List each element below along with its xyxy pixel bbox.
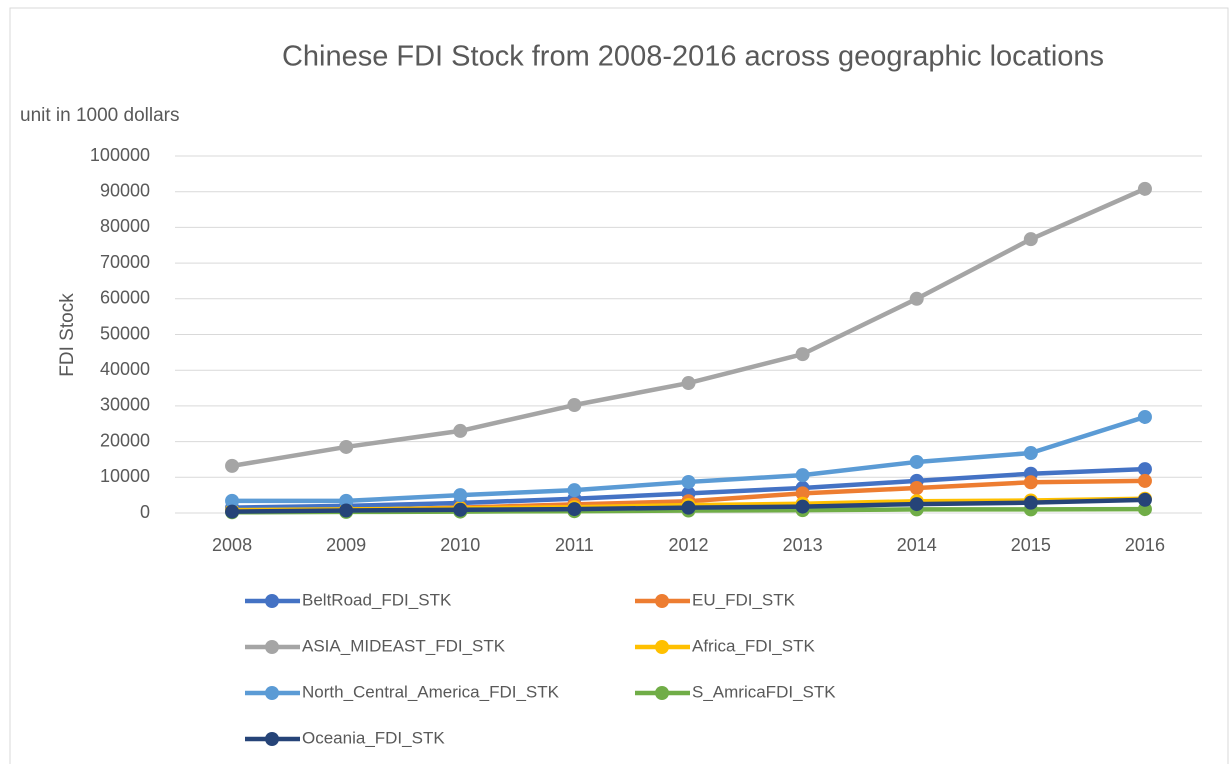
x-tick-label: 2012	[668, 535, 708, 555]
legend-label: Oceania_FDI_STK	[302, 728, 445, 747]
data-point	[1023, 232, 1038, 247]
y-tick-label: 100000	[90, 145, 150, 165]
chart-title: Chinese FDI Stock from 2008-2016 across …	[282, 41, 1104, 73]
data-point	[795, 347, 810, 362]
x-tick-label: 2010	[440, 535, 480, 555]
y-axis-label: FDI Stock	[57, 293, 78, 377]
data-point	[339, 493, 354, 508]
legend-marker	[265, 686, 279, 700]
x-tick-label: 2008	[212, 535, 252, 555]
x-tick-label: 2016	[1125, 535, 1165, 555]
legend-label: S_AmricaFDI_STK	[692, 682, 836, 701]
legend-marker	[655, 640, 669, 654]
data-point	[909, 291, 924, 306]
data-point	[453, 502, 468, 517]
y-tick-label: 50000	[100, 323, 150, 343]
data-point	[339, 503, 354, 518]
data-point	[1023, 475, 1038, 490]
legend-label: ASIA_MIDEAST_FDI_STK	[302, 636, 506, 655]
data-point	[225, 458, 240, 473]
legend-label: EU_FDI_STK	[692, 590, 796, 609]
legend-marker	[655, 686, 669, 700]
data-point	[1023, 446, 1038, 461]
data-point	[1137, 409, 1152, 424]
data-point	[1137, 473, 1152, 488]
data-point	[909, 454, 924, 469]
y-tick-label: 70000	[100, 252, 150, 272]
y-tick-label: 80000	[100, 216, 150, 236]
legend-marker	[265, 640, 279, 654]
data-point	[225, 504, 240, 519]
data-point	[453, 423, 468, 438]
data-point	[567, 483, 582, 498]
x-tick-label: 2009	[326, 535, 366, 555]
y-tick-label: 20000	[100, 430, 150, 450]
data-point	[1137, 492, 1152, 507]
data-point	[339, 439, 354, 454]
data-point	[909, 497, 924, 512]
data-point	[795, 468, 810, 483]
legend-label: Africa_FDI_STK	[692, 636, 815, 655]
legend-marker	[265, 732, 279, 746]
data-point	[1137, 181, 1152, 196]
y-tick-label: 30000	[100, 395, 150, 415]
data-point	[681, 376, 696, 391]
data-point	[567, 502, 582, 517]
data-point	[225, 493, 240, 508]
legend-label: BeltRoad_FDI_STK	[302, 590, 452, 609]
legend-marker	[265, 594, 279, 608]
chart-subtitle: unit in 1000 dollars	[20, 105, 180, 126]
x-tick-label: 2013	[783, 535, 823, 555]
x-tick-label: 2011	[555, 535, 594, 555]
x-tick-label: 2014	[897, 535, 937, 555]
y-tick-label: 0	[140, 502, 150, 522]
data-point	[567, 398, 582, 413]
y-tick-label: 10000	[100, 466, 150, 486]
data-point	[681, 474, 696, 489]
data-point	[1023, 495, 1038, 510]
chart-border	[9, 7, 1229, 764]
data-point	[453, 488, 468, 503]
y-tick-label: 60000	[100, 288, 150, 308]
legend-label: North_Central_America_FDI_STK	[302, 682, 560, 701]
data-point	[909, 481, 924, 496]
x-tick-label: 2015	[1011, 535, 1051, 555]
data-point	[795, 499, 810, 514]
data-point	[1137, 462, 1152, 477]
legend-marker	[655, 594, 669, 608]
data-point	[681, 500, 696, 515]
y-tick-label: 40000	[100, 359, 150, 379]
data-point	[795, 486, 810, 501]
y-tick-label: 90000	[100, 180, 150, 200]
